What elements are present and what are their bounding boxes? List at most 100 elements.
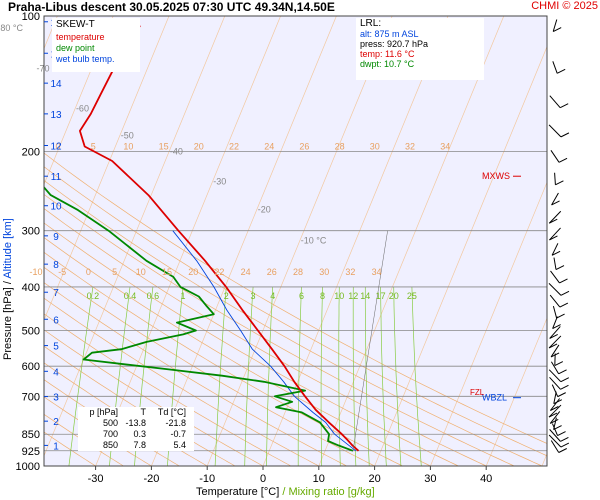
table-header-t: T <box>140 407 147 417</box>
dry-adiabat-label: 22 <box>214 267 224 277</box>
mixing-ratio-label: 1 <box>180 291 185 301</box>
legend-wet-bulb: wet bulb temp. <box>56 54 115 64</box>
wind-barb-staff <box>550 150 560 163</box>
wind-barb-staff <box>548 369 562 383</box>
isotherm-line <box>44 16 114 186</box>
altitude-tick-label: 5 <box>53 342 59 353</box>
altitude-tick-label: 10 <box>50 202 62 213</box>
altitude-tick-label: 8 <box>53 260 59 271</box>
wind-barb-flag <box>550 406 559 411</box>
wind-barbs <box>548 19 570 453</box>
altitude-tick-label: 1 <box>53 441 59 452</box>
dry-adiabat-label: 22 <box>229 141 239 151</box>
dry-adiabat-label: 34 <box>440 141 450 151</box>
legend-title: SKEW-T <box>56 19 95 30</box>
altitude-tick-label: 12 <box>50 142 62 153</box>
wind-barb-staff <box>550 440 560 453</box>
wind-barb-flag <box>551 200 560 206</box>
altitude-tick-label: 4 <box>53 367 59 378</box>
wind-barb-staff <box>548 210 562 224</box>
table-cell-p: 700 <box>102 429 118 439</box>
x-axis-title-sep: / <box>279 486 289 498</box>
y-axis-title-sep: / <box>2 278 14 288</box>
isotherm-label: -80 °C <box>0 23 24 33</box>
wind-barb-staff <box>550 361 560 375</box>
pressure-tick-label: 925 <box>22 446 40 458</box>
lrl-alt: alt: 875 m ASL <box>360 29 419 39</box>
wind-barb-flag <box>560 377 570 383</box>
wind-barb-flag <box>551 250 561 256</box>
wind-barb-staff <box>550 344 560 358</box>
wind-barb-staff <box>552 316 558 329</box>
isotherm-line <box>541 452 547 466</box>
wind-barb-staff <box>551 384 559 397</box>
dry-adiabat-label: 24 <box>241 267 251 277</box>
wind-barb-staff <box>551 192 559 206</box>
table-cell-td: -0.7 <box>170 429 186 439</box>
wind-barb-flag <box>556 313 565 319</box>
wind-barb-flag <box>557 392 566 398</box>
levels-table: p [hPa] T Td [°C] 500 -13.8 -21.8 700 0.… <box>78 407 194 451</box>
wind-barb-staff <box>554 172 556 185</box>
mixing-ratio-label: 17 <box>376 291 386 301</box>
isotherm-label: -50 <box>121 130 134 140</box>
wind-barb-flag <box>548 412 558 418</box>
table-row: 700 0.3 -0.7 <box>80 429 192 440</box>
x-tick-label: 40 <box>480 473 492 485</box>
x-tick-label: 0 <box>260 473 266 485</box>
wind-barb-flag <box>560 442 570 448</box>
pressure-tick-label: 200 <box>22 146 40 158</box>
table-cell-td: -21.8 <box>165 418 186 428</box>
lrl-temp: temp: 11.6 °C <box>360 49 415 59</box>
dry-adiabat-label: 28 <box>335 141 345 151</box>
wbzl-marker: WBZL <box>482 393 507 403</box>
wind-barb-flag <box>560 132 570 138</box>
dry-adiabat-label: 0 <box>55 141 60 151</box>
isotherm-line <box>44 16 170 321</box>
dry-adiabat-label: 26 <box>299 141 309 151</box>
isotherm-line <box>151 16 337 466</box>
isotherm-label: -10 °C <box>301 235 327 245</box>
mixing-ratio-label: 6 <box>299 291 304 301</box>
wind-barb-staff <box>549 398 561 411</box>
plot-background <box>44 16 547 466</box>
table-header-p: p [hPa] <box>89 407 118 417</box>
mixing-ratio-label: 8 <box>320 291 325 301</box>
altitude-tick-label: 13 <box>50 110 62 121</box>
altitude-tick-label: 7 <box>53 288 59 299</box>
dry-adiabat-label: 32 <box>345 267 355 277</box>
isotherm-line <box>206 16 393 466</box>
wind-barb-flag <box>554 361 564 366</box>
temperature-line <box>79 25 360 452</box>
isotherm-line <box>262 16 449 466</box>
wind-barb-flag <box>550 418 559 424</box>
mixing-ratio-label: 3 <box>251 291 256 301</box>
mixing-ratio-label: 0.2 <box>87 291 100 301</box>
wind-barb-flag <box>559 302 569 308</box>
wind-barb-flag <box>555 180 564 186</box>
levels-table-header: p [hPa] T Td [°C] <box>80 407 192 418</box>
x-axis-title: Temperature [°C] / Mixing ratio [g/kg] <box>196 486 375 498</box>
mixing-ratio-label: 0.4 <box>124 291 137 301</box>
plot-frame <box>43 15 548 467</box>
dry-adiabat-label: 26 <box>267 267 277 277</box>
wind-barb-flag <box>552 324 561 330</box>
pressure-tick-label: 850 <box>22 429 40 441</box>
pressure-tick-label: 600 <box>22 361 40 373</box>
lrl-press: press: 920.7 hPa <box>360 39 429 49</box>
y-axis-title: Pressure [hPa] / Altitude [km] <box>2 218 14 360</box>
wind-barb-staff <box>548 283 562 296</box>
dry-adiabat-label: 20 <box>188 267 198 277</box>
table-cell-t: -13.8 <box>125 418 146 428</box>
series-layer <box>44 25 388 452</box>
altitude-tick-label: 2 <box>53 417 59 428</box>
dry-adiabat-label: -5 <box>58 267 66 277</box>
dry-adiabat-label: 34 <box>372 267 382 277</box>
y-axis-title-altitude: Altitude [km] <box>2 218 14 279</box>
altitude-tick-label: 9 <box>53 232 59 243</box>
pressure-tick-label: 500 <box>22 326 40 338</box>
isotherm-label: -60 <box>76 103 89 113</box>
dry-adiabat-label: 10 <box>136 267 146 277</box>
dry-adiabat-label: 15 <box>162 267 172 277</box>
fzl-marker: FZL <box>470 388 485 397</box>
